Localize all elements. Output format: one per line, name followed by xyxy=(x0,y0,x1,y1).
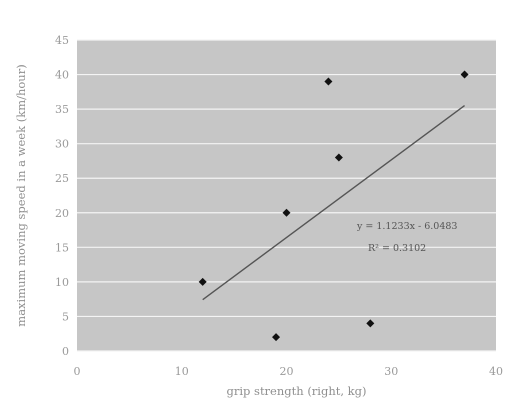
data-point xyxy=(460,70,469,79)
y-tick-label: 40 xyxy=(55,69,69,82)
y-tick-label: 10 xyxy=(55,276,69,289)
y-tick-label: 45 xyxy=(55,34,69,47)
trendline-r-squared: R² = 0.3102 xyxy=(368,243,426,254)
data-points xyxy=(198,70,469,342)
y-tick-label: 0 xyxy=(62,345,69,358)
y-tick-labels: 0 5 10 15 20 25 30 35 40 45 xyxy=(55,34,69,358)
data-point xyxy=(334,153,343,162)
x-tick-label: 30 xyxy=(384,365,398,378)
data-point xyxy=(324,77,333,86)
y-tick-label: 30 xyxy=(55,138,69,151)
data-point xyxy=(198,277,207,286)
x-axis-title: grip strength (right, kg) xyxy=(226,384,366,398)
y-tick-label: 5 xyxy=(62,310,69,323)
plot-area xyxy=(77,40,496,351)
data-point xyxy=(272,333,281,342)
y-tick-label: 15 xyxy=(55,241,69,254)
y-axis-title: maximum moving speed in a week (km/hour) xyxy=(14,64,28,326)
x-tick-label: 40 xyxy=(489,365,503,378)
trendline xyxy=(202,104,465,301)
y-tick-label: 35 xyxy=(55,103,69,116)
x-tick-labels: 0 10 20 30 40 xyxy=(74,365,504,378)
x-tick-label: 10 xyxy=(175,365,189,378)
y-tick-label: 25 xyxy=(55,172,69,185)
y-tick-label: 20 xyxy=(55,207,69,220)
x-tick-label: 0 xyxy=(74,365,81,378)
data-point xyxy=(282,208,291,217)
trendline-equation: y = 1.1233x - 6.0483 xyxy=(356,221,457,232)
data-point xyxy=(366,319,375,328)
x-tick-label: 20 xyxy=(280,365,294,378)
